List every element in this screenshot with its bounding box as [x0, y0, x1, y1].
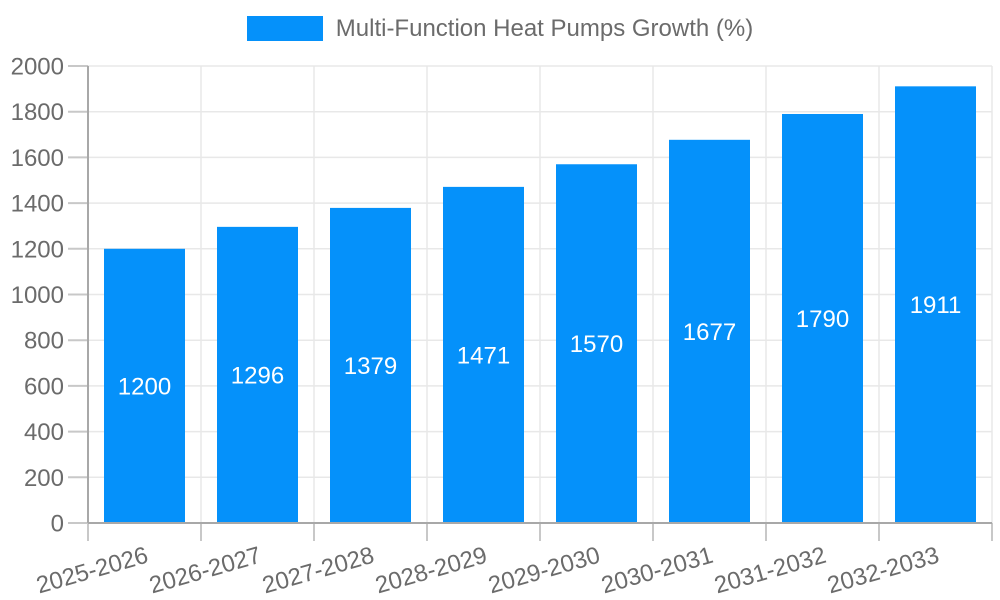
bar[interactable]: [895, 86, 976, 523]
bar-value-label: 1790: [796, 306, 849, 333]
bar[interactable]: [669, 139, 750, 523]
y-tick-label: 200: [24, 465, 64, 492]
bar-value-label: 1379: [344, 353, 397, 380]
bar[interactable]: [217, 226, 298, 522]
bar[interactable]: [104, 248, 185, 523]
y-tick-label: 1800: [11, 99, 64, 126]
y-tick-label: 0: [51, 511, 64, 538]
bar[interactable]: [443, 186, 524, 522]
bar-value-label: 1570: [570, 331, 623, 358]
legend-label[interactable]: Multi-Function Heat Pumps Growth (%): [335, 15, 754, 42]
x-tick-label: 2028-2029: [372, 542, 490, 600]
x-tick-label: 2030-2031: [598, 542, 716, 600]
y-tick-label: 2000: [11, 54, 64, 81]
y-tick-label: 1200: [11, 236, 64, 263]
bar[interactable]: [330, 207, 411, 522]
x-tick-label: 2032-2033: [824, 542, 942, 600]
bar-value-label: 1911: [910, 292, 962, 319]
y-tick-label: 1000: [11, 282, 64, 309]
y-tick-label: 800: [24, 328, 64, 355]
y-tick-label: 600: [24, 373, 64, 400]
x-tick-label: 2026-2027: [146, 542, 264, 600]
y-tick-label: 1600: [11, 145, 64, 172]
x-tick-label: 2025-2026: [33, 542, 151, 600]
y-tick-label: 1400: [11, 191, 64, 218]
bar-value-label: 1296: [231, 362, 284, 389]
bar[interactable]: [556, 164, 637, 522]
bar-value-label: 1471: [457, 342, 510, 369]
bar-value-label: 1200: [118, 373, 171, 400]
legend-swatch[interactable]: [246, 16, 323, 41]
x-tick-label: 2029-2030: [485, 542, 603, 600]
bar-value-label: 1677: [683, 319, 736, 346]
x-tick-label: 2031-2032: [711, 542, 829, 600]
bar[interactable]: [782, 113, 863, 523]
legend[interactable]: Multi-Function Heat Pumps Growth (%): [0, 16, 1000, 41]
y-tick-label: 400: [24, 419, 64, 446]
x-tick-label: 2027-2028: [259, 542, 377, 600]
